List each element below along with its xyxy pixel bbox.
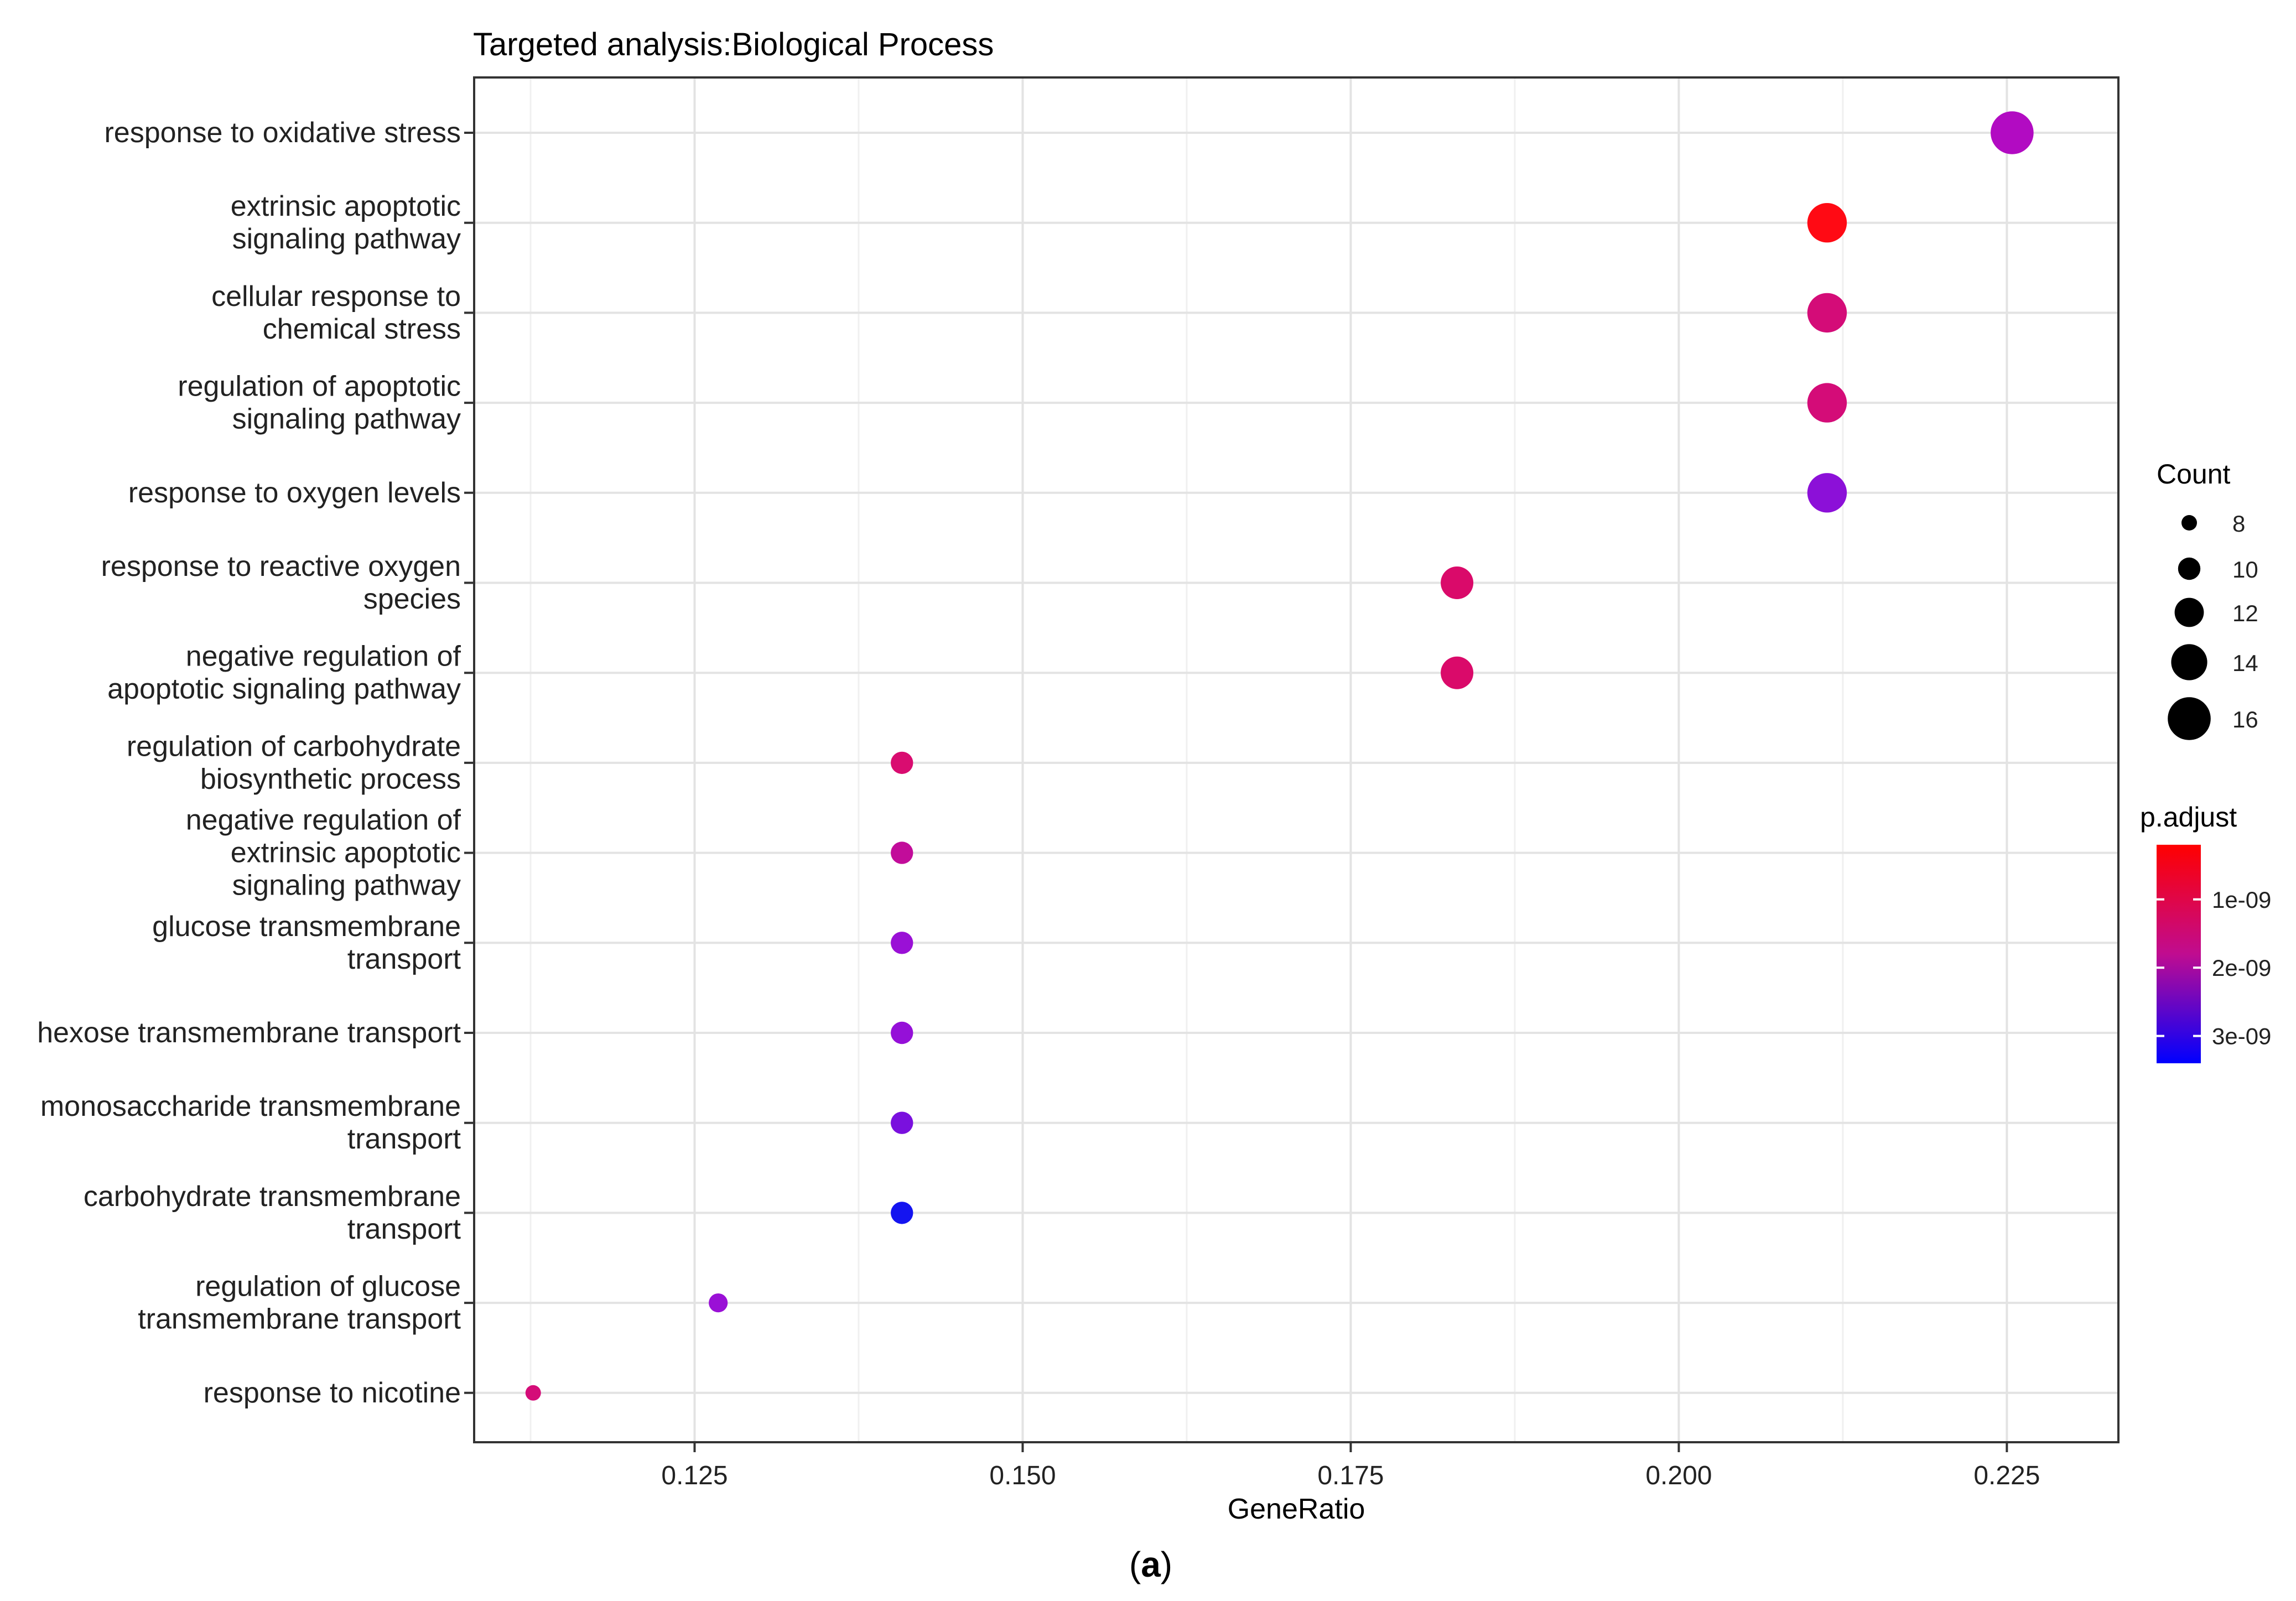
x-axis-ticks (693, 1442, 2008, 1452)
count-legend-label: 10 (2232, 557, 2258, 583)
y-category-label: monosaccharide transmembrane transport (40, 1090, 461, 1155)
y-category-label-line: monosaccharide transmembrane (40, 1090, 461, 1122)
y-category-label-line: response to oxidative stress (104, 117, 461, 149)
y-category-label-line: chemical stress (263, 313, 461, 345)
data-point (1807, 473, 1847, 513)
data-point (1441, 656, 1474, 689)
y-category-label: regulation of carbohydrate biosynthetic p… (127, 730, 461, 795)
y-category-label-line: negative regulation of (186, 804, 461, 836)
data-point (1991, 111, 2034, 154)
y-category-label-line: signaling pathway (232, 403, 461, 435)
data-point (891, 751, 913, 774)
y-category-label: response to oxygen levels (128, 477, 461, 509)
y-axis-labels: response to oxidative stress extrinsic ap… (37, 117, 461, 1409)
count-legend: 8 10 12 14 16 (2168, 511, 2258, 740)
padjust-colorbar (2157, 845, 2201, 1063)
y-category-label-line: response to reactive oxygen (101, 550, 461, 583)
padjust-legend-ticks: 1e-09 2e-09 3e-09 (2157, 887, 2271, 1049)
y-category-label-line: hexose transmembrane transport (37, 1017, 461, 1049)
caption-close-paren: ) (1161, 1545, 1172, 1584)
count-legend-label: 8 (2232, 511, 2245, 537)
chart-title: Targeted analysis:Biological Process (473, 27, 994, 63)
count-legend-label: 16 (2232, 706, 2258, 732)
y-category-label-line: regulation of apoptotic (178, 371, 461, 403)
y-category-label: regulation of apoptotic signaling pathway (178, 371, 461, 435)
y-category-label-line: extrinsic apoptotic (231, 190, 461, 222)
data-point (891, 932, 913, 954)
padjust-legend-label: 1e-09 (2212, 887, 2271, 913)
y-category-label-line: response to nicotine (204, 1377, 461, 1409)
y-category-label-line: response to oxygen levels (128, 477, 461, 509)
plot-panel (474, 77, 2118, 1442)
padjust-legend-label: 3e-09 (2212, 1023, 2271, 1049)
data-point (891, 841, 913, 864)
y-category-label: extrinsic apoptotic signaling pathway (231, 190, 461, 255)
data-point (891, 1021, 913, 1044)
y-axis-ticks (464, 132, 474, 1394)
data-point (1441, 566, 1474, 599)
y-category-label-line: negative regulation of (186, 641, 461, 673)
data-point (891, 1111, 913, 1134)
data-point (709, 1293, 728, 1313)
y-category-label-line: carbohydrate transmembrane (84, 1181, 461, 1213)
y-category-label: response to nicotine (204, 1377, 461, 1409)
data-point (1807, 293, 1847, 333)
y-category-label-line: apoptotic signaling pathway (107, 673, 461, 705)
y-category-label-line: regulation of carbohydrate (127, 730, 461, 762)
count-legend-label: 14 (2232, 650, 2258, 676)
x-tick-label: 0.175 (1317, 1461, 1384, 1490)
x-axis-tick-labels: 0.125 0.150 0.175 0.200 0.225 (661, 1461, 2040, 1490)
y-category-label: regulation of glucose transmembrane trans… (138, 1271, 461, 1335)
y-category-label-line: extrinsic apoptotic (231, 837, 461, 869)
padjust-legend-label: 2e-09 (2212, 955, 2271, 981)
count-legend-symbol (2178, 557, 2201, 580)
caption-open-paren: ( (1129, 1545, 1141, 1584)
data-point (891, 1202, 913, 1224)
x-tick-label: 0.125 (661, 1461, 728, 1490)
y-category-label-line: transmembrane transport (138, 1303, 461, 1335)
y-category-label: cellular response to chemical stress (211, 280, 461, 345)
y-category-label-line: glucose transmembrane (152, 911, 461, 943)
y-category-label-line: biosynthetic process (200, 763, 461, 795)
data-point (1807, 383, 1847, 423)
count-legend-title: Count (2157, 459, 2231, 490)
y-category-label: hexose transmembrane transport (37, 1017, 461, 1049)
y-category-label-line: species (363, 583, 461, 615)
y-category-label: carbohydrate transmembrane transport (84, 1181, 461, 1245)
y-category-label: glucose transmembrane transport (152, 911, 461, 975)
data-point (525, 1385, 541, 1401)
y-category-label: negative regulation of extrinsic apoptoti… (186, 804, 461, 902)
count-legend-symbol (2168, 697, 2211, 740)
count-legend-label: 12 (2232, 600, 2258, 626)
data-points (525, 111, 2034, 1401)
y-category-label-line: transport (347, 1123, 461, 1155)
count-legend-symbol (2174, 597, 2204, 627)
y-category-label: negative regulation of apoptotic signalin… (107, 641, 461, 705)
x-tick-label: 0.150 (989, 1461, 1056, 1490)
x-axis-title: GeneRatio (1228, 1493, 1365, 1525)
count-legend-symbol (2171, 644, 2207, 680)
caption-letter: a (1141, 1545, 1161, 1584)
y-category-label: response to oxidative stress (104, 117, 461, 149)
y-category-label: response to reactive oxygen species (101, 550, 461, 615)
x-tick-label: 0.200 (1645, 1461, 1712, 1490)
data-point (1807, 203, 1847, 243)
count-legend-symbol (2181, 515, 2197, 531)
padjust-legend-title: p.adjust (2140, 802, 2237, 833)
x-tick-label: 0.225 (1973, 1461, 2040, 1490)
y-category-label-line: transport (347, 1213, 461, 1245)
y-category-label-line: regulation of glucose (195, 1271, 461, 1303)
y-category-label-line: cellular response to (211, 280, 461, 313)
y-category-label-line: signaling pathway (232, 223, 461, 255)
y-category-label-line: transport (347, 943, 461, 975)
figure-caption: (a) (1129, 1545, 1172, 1584)
plot-border (473, 76, 2120, 1443)
y-category-label-line: signaling pathway (232, 870, 461, 902)
